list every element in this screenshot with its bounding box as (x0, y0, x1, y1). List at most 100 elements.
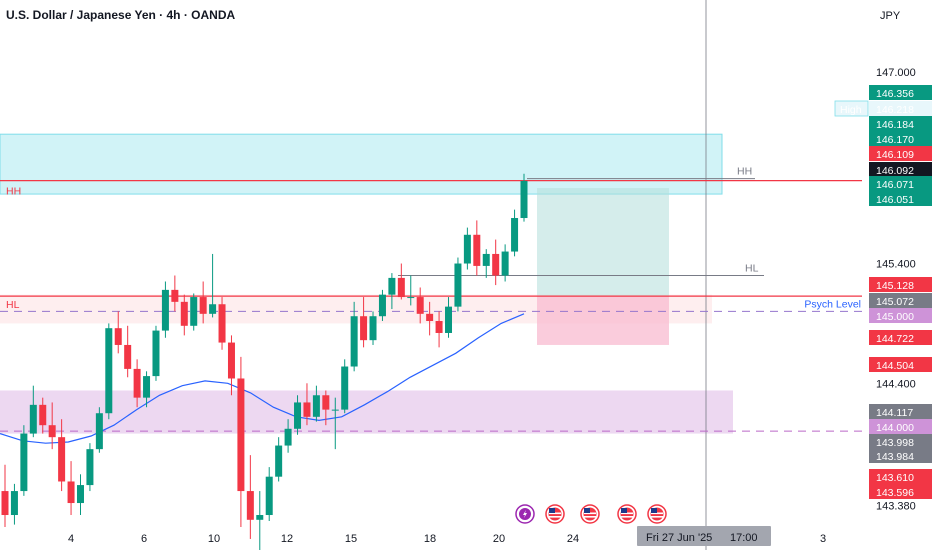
crosshair-time-label: 17:00 (730, 532, 758, 544)
us-flag-icon[interactable] (580, 504, 600, 524)
candle-body[interactable] (331, 409, 339, 411)
time-tick-label: 3 (820, 533, 826, 545)
candle-body[interactable] (294, 402, 302, 429)
candle-body[interactable] (237, 378, 245, 492)
candle-body[interactable] (218, 304, 226, 343)
candle-body[interactable] (473, 234, 481, 266)
candle-body[interactable] (378, 294, 386, 317)
candle-body[interactable] (95, 413, 103, 450)
candle-body[interactable] (48, 425, 56, 438)
candle-body[interactable] (492, 253, 500, 276)
candle-body[interactable] (124, 344, 132, 369)
levels-layer: HH HL Psych Level HH HL (0, 166, 862, 432)
candle-body[interactable] (180, 301, 188, 326)
lightning-icon[interactable] (515, 504, 535, 524)
candle-body[interactable] (29, 404, 37, 434)
price-tag (869, 434, 932, 449)
candle-body[interactable] (246, 491, 254, 520)
candle-body[interactable] (152, 330, 160, 377)
time-tick-label: 4 (68, 533, 74, 545)
candles-layer[interactable] (1, 173, 528, 550)
price-tag-value: 146.170 (876, 134, 914, 146)
us-flag-icon[interactable] (545, 504, 565, 524)
candle-body[interactable] (171, 289, 179, 302)
price-tag-value: 143.610 (876, 472, 914, 484)
candle-body[interactable] (350, 316, 358, 367)
candle-body[interactable] (341, 366, 349, 410)
candle-body[interactable] (39, 404, 47, 426)
candle-body[interactable] (445, 306, 453, 333)
price-tag (869, 191, 932, 206)
lightning-bolt (523, 510, 527, 518)
price-tag-value: 145.000 (876, 311, 914, 323)
moving-average-layer (0, 313, 525, 444)
flag-stripe (621, 512, 633, 515)
candle-body[interactable] (501, 251, 509, 276)
candle-body[interactable] (133, 368, 141, 398)
candle-body[interactable] (275, 445, 283, 477)
us-flag-icon[interactable] (647, 504, 667, 524)
candle-body[interactable] (397, 277, 405, 298)
flag-stripe (651, 512, 663, 515)
candle-body[interactable] (161, 289, 169, 331)
candle-body[interactable] (227, 342, 235, 379)
candle-body[interactable] (67, 481, 75, 504)
candle-body[interactable] (20, 433, 28, 492)
us-flag-icon[interactable] (617, 504, 637, 524)
time-tick-label: 12 (281, 533, 293, 545)
candle-body[interactable] (86, 449, 94, 486)
time-axis[interactable]: 4 6 10 12 15 18 20 24 3 Fri 27 Jun '25 17:00 (68, 526, 826, 546)
price-tag-value: 145.072 (876, 296, 914, 308)
crosshair-time-box (637, 526, 771, 546)
candle-body[interactable] (190, 297, 198, 326)
candle-body[interactable] (360, 316, 368, 341)
zones-layer (0, 0, 733, 550)
currency-label: JPY (880, 10, 901, 22)
candle-body[interactable] (520, 180, 528, 219)
candle-body[interactable] (511, 218, 519, 252)
candle-body[interactable] (426, 313, 434, 322)
candle-body[interactable] (322, 395, 330, 410)
price-tag-label: High (840, 104, 862, 116)
price-tag (869, 85, 932, 100)
price-tag-value: 146.071 (876, 179, 914, 191)
supply-zone (0, 133, 723, 195)
price-tag-value: 146.109 (876, 149, 914, 161)
candle-body[interactable] (114, 328, 122, 345)
price-tag-value: 144.000 (876, 422, 914, 434)
candle-body[interactable] (143, 376, 151, 398)
price-tag (869, 277, 932, 292)
candle-body[interactable] (265, 476, 273, 516)
candle-body[interactable] (407, 297, 415, 299)
candle-body[interactable] (256, 515, 264, 520)
candle-body[interactable] (482, 253, 490, 266)
candle-body[interactable] (209, 304, 217, 314)
flag-canton (651, 508, 657, 513)
price-tag-value: 143.998 (876, 437, 914, 449)
candle-body[interactable] (435, 321, 443, 333)
candle-body[interactable] (388, 277, 396, 295)
events-layer[interactable] (515, 504, 667, 524)
candle-body[interactable] (312, 395, 320, 417)
candle-body[interactable] (284, 428, 292, 446)
flag-canton (549, 508, 555, 513)
price-tag (869, 293, 932, 308)
candle-body[interactable] (58, 437, 66, 482)
candle-body[interactable] (416, 297, 424, 314)
candle-body[interactable] (303, 402, 311, 417)
price-axis[interactable]: 147.000 145.400 144.400 143.380 (876, 67, 916, 513)
price-tick-label: 145.400 (876, 259, 916, 271)
demand-zone (0, 390, 733, 434)
candle-body[interactable] (463, 234, 471, 264)
candle-body[interactable] (105, 328, 113, 414)
candle-body[interactable] (10, 491, 18, 516)
candle-body[interactable] (1, 491, 9, 516)
candle-body[interactable] (369, 316, 377, 341)
flag-stripe (584, 516, 596, 518)
candle-body[interactable] (76, 485, 84, 504)
candle-body[interactable] (454, 263, 462, 307)
price-tag (869, 176, 932, 191)
position-loss-area (537, 296, 669, 345)
candle-body[interactable] (199, 297, 207, 314)
